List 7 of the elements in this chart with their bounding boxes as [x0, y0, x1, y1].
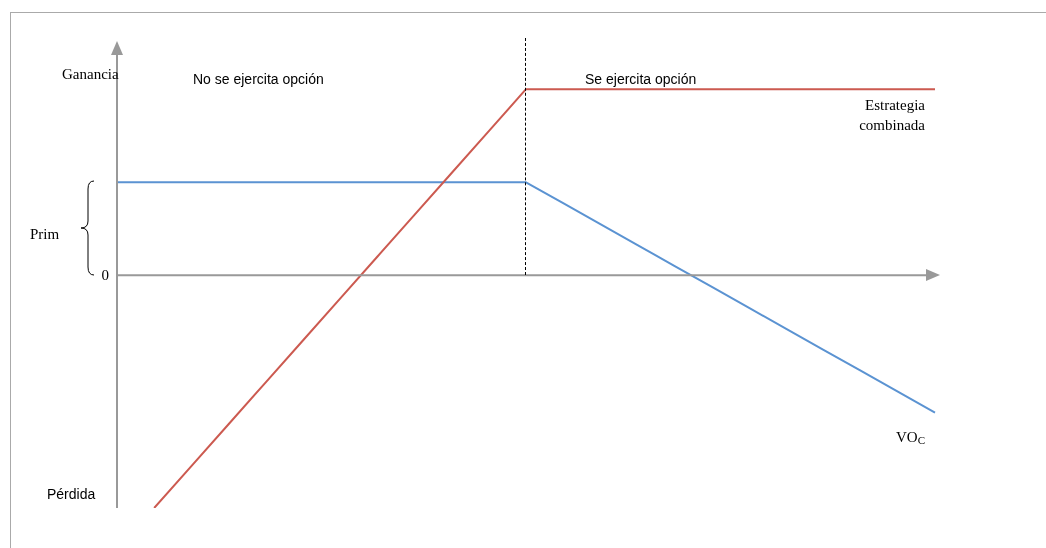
text: Se ejercita opción: [585, 70, 697, 87]
text: No se ejercita opción: [193, 70, 324, 87]
text: Ganancia: [62, 65, 119, 82]
series-label: Estrategia combinada: [859, 97, 926, 134]
text: Prim: [30, 225, 60, 242]
text: 0: [101, 266, 109, 283]
text: Pérdida: [47, 485, 96, 502]
